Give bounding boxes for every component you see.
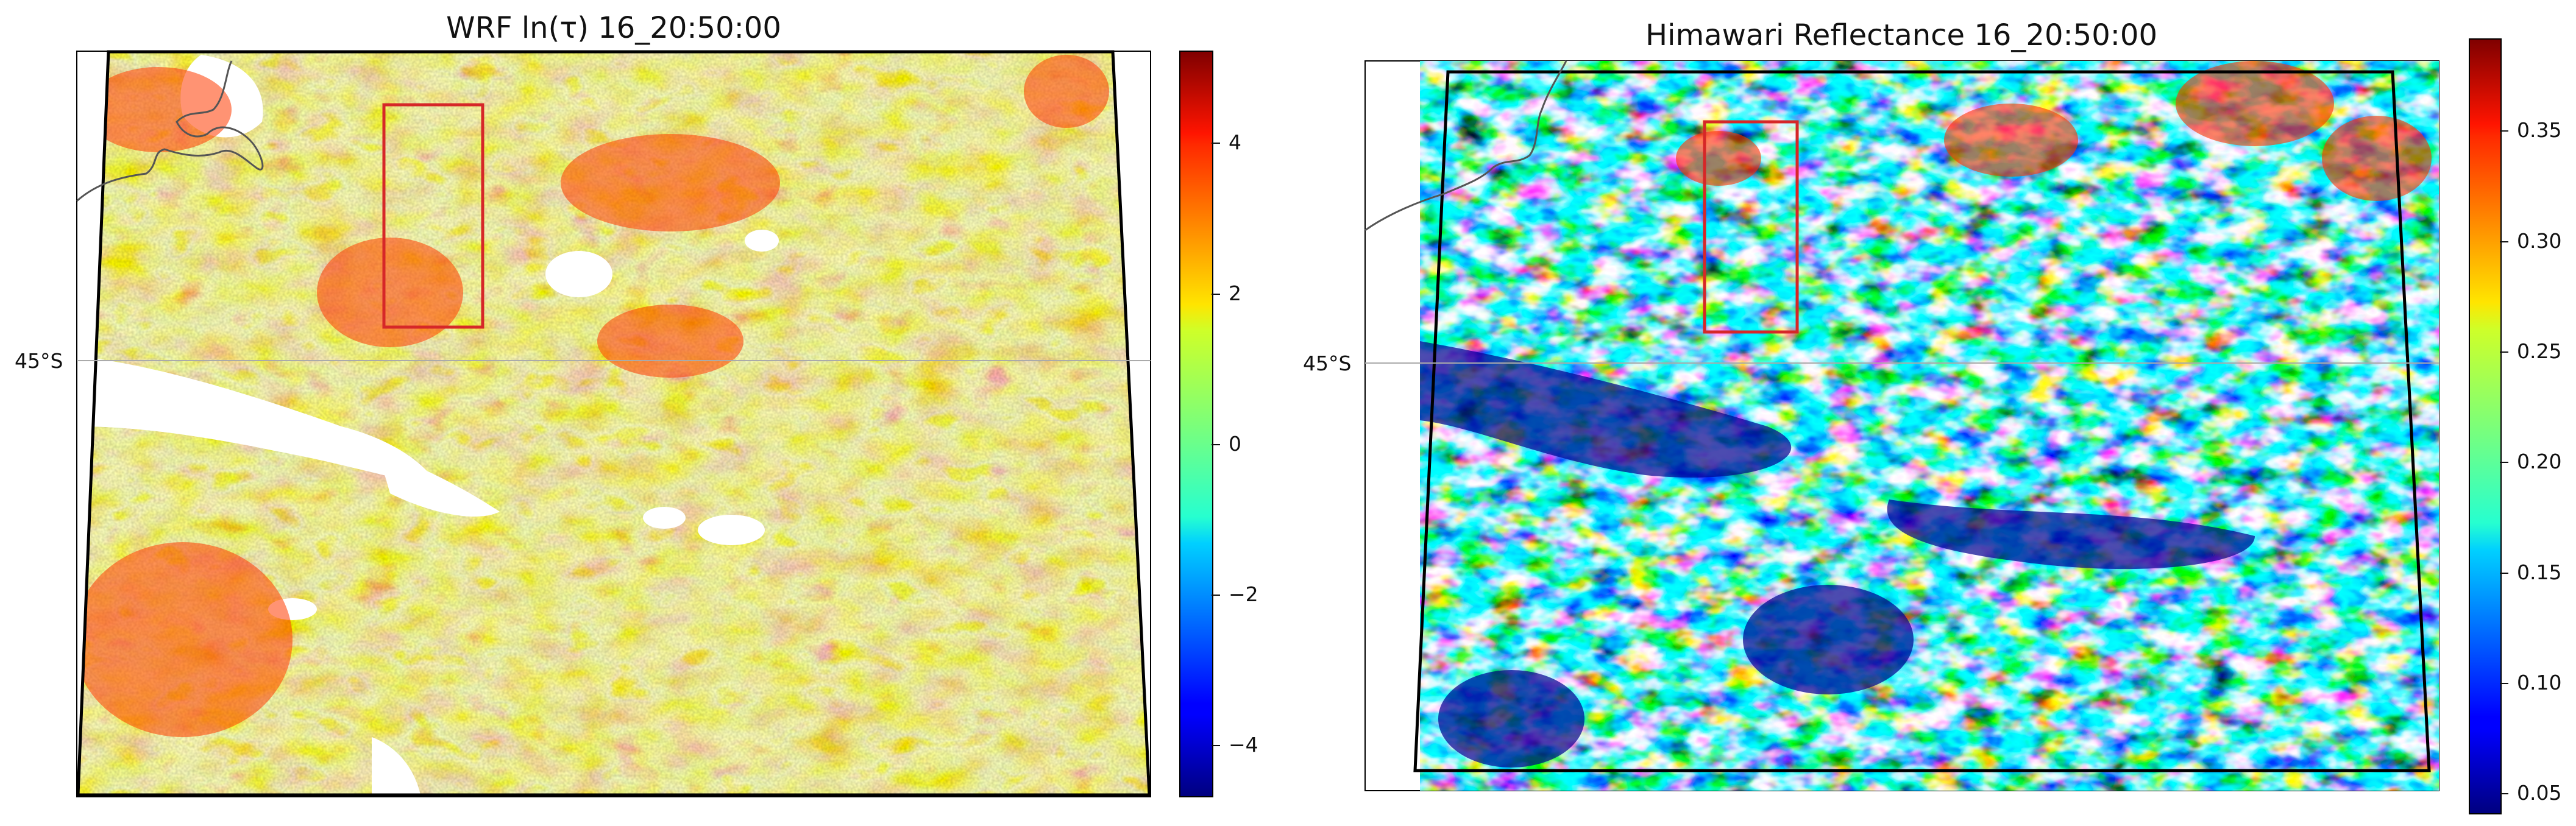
right-cb-tick: 0.20 <box>2499 450 2562 473</box>
right-lat-label: 45°S <box>1303 351 1352 375</box>
right-cb-tick: 0.35 <box>2499 118 2562 142</box>
right-region-box <box>1703 120 1799 334</box>
left-panel-title: WRF ln(τ) 16_20:50:00 <box>446 11 781 45</box>
left-cb-tick: −4 <box>1212 733 1258 757</box>
left-domain-boundary <box>76 50 1151 797</box>
left-lat-label: 45°S <box>15 349 63 373</box>
right-colorbar <box>2469 38 2502 814</box>
right-cb-tick: 0.05 <box>2499 781 2562 805</box>
right-cb-tick: 0.15 <box>2499 560 2562 584</box>
high-reflectance-regions <box>1676 61 2432 201</box>
high-tau-regions <box>78 55 1109 737</box>
left-cb-tick: 0 <box>1212 432 1241 456</box>
right-panel-title: Himawari Reflectance 16_20:50:00 <box>1645 18 2157 52</box>
right-coastline <box>1364 60 1567 231</box>
left-coastline <box>76 60 264 202</box>
left-region-box <box>382 103 484 329</box>
left-colorbar <box>1179 51 1213 797</box>
right-cb-tick: 0.30 <box>2499 229 2562 253</box>
right-map-panel <box>1364 38 2502 814</box>
clear-ocean-regions <box>1420 341 2255 768</box>
left-cb-tick: 2 <box>1212 281 1241 305</box>
right-cb-tick: 0.10 <box>2499 671 2562 694</box>
right-cb-tick: 0.25 <box>2499 339 2562 363</box>
right-domain-boundary <box>1413 70 2431 772</box>
left-cb-tick: −2 <box>1212 582 1258 606</box>
left-cb-tick: 4 <box>1212 130 1241 154</box>
left-map-panel <box>76 50 1213 797</box>
